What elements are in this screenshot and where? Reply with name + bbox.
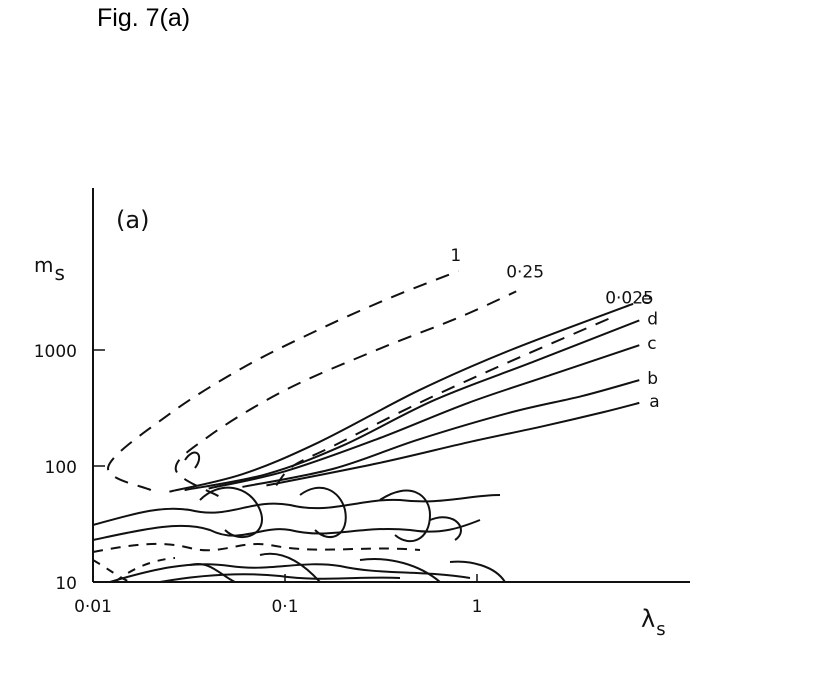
lower-contour-line [159, 573, 401, 583]
series-line-a [266, 401, 640, 487]
lower-contour-line [92, 542, 421, 553]
lower-contour-line [189, 563, 236, 583]
y-tick-label: 10 [55, 574, 77, 594]
y-tick-label: 100 [45, 458, 77, 478]
figure-caption: Fig. 7(a) [97, 4, 191, 32]
series-label: a [649, 392, 659, 412]
series-line-025 [174, 290, 517, 497]
lower-contour-line [92, 494, 501, 526]
lower-contour-line [379, 489, 432, 543]
series-line-e [169, 302, 634, 493]
lower-contours [92, 451, 506, 583]
series-label: d [647, 309, 658, 329]
x-tick-label: 0·1 [271, 597, 298, 617]
x-tick-label: 1 [472, 597, 483, 617]
y-axis-label: ms [34, 253, 65, 285]
lower-contour-line [259, 552, 321, 583]
series-line-1 [107, 270, 459, 492]
lower-contour-line [199, 486, 263, 539]
panel-label: (a) [116, 206, 149, 234]
lower-contour-line [359, 558, 441, 583]
lower-contour-line [429, 516, 462, 541]
series-label: c [647, 334, 656, 354]
series-label: 0·025 [605, 289, 654, 309]
lower-contour-line [184, 451, 201, 469]
lower-contour-line [92, 559, 131, 583]
series-line-b [242, 379, 640, 488]
x-axis-label: λs [641, 605, 666, 640]
series-label: b [647, 369, 658, 389]
lower-contour-line [299, 486, 347, 539]
axes [92, 188, 690, 583]
series-label: 1 [450, 246, 461, 266]
lower-contour-line [114, 557, 176, 583]
series-label: e [641, 289, 651, 309]
lower-contour-line [109, 563, 471, 583]
ticks: 0·01 0·1 1 10 100 1000 [34, 342, 483, 617]
series-line-c [208, 344, 640, 490]
lower-contour-line [449, 560, 506, 583]
x-tick-label: 0·01 [74, 597, 112, 617]
series-label: 0·25 [506, 262, 544, 282]
y-tick-label: 1000 [34, 342, 77, 362]
series-line-d [184, 319, 640, 492]
